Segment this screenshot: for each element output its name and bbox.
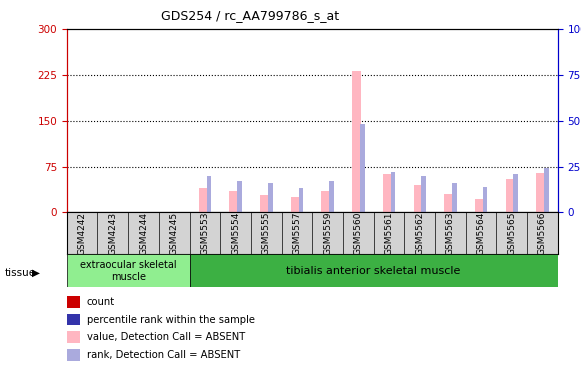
Text: count: count [87,297,114,307]
Text: GSM4243: GSM4243 [108,212,117,255]
Bar [421,176,426,212]
Text: GSM4244: GSM4244 [139,212,148,255]
Bar [544,168,548,212]
Bar [229,191,238,212]
Text: tissue: tissue [5,268,36,278]
Bar [329,181,334,212]
Text: GSM5562: GSM5562 [415,212,424,255]
Text: GSM5561: GSM5561 [385,212,393,255]
Bar [67,254,189,287]
Text: GSM4242: GSM4242 [78,212,87,255]
Bar [268,183,272,212]
Bar [360,124,365,212]
Text: rank, Detection Call = ABSENT: rank, Detection Call = ABSENT [87,350,240,360]
Text: extraocular skeletal
muscle: extraocular skeletal muscle [80,260,177,282]
Bar [414,185,422,212]
Bar [237,181,242,212]
Bar [505,179,514,212]
Text: GSM5559: GSM5559 [323,212,332,255]
Bar [383,175,392,212]
Text: GSM5553: GSM5553 [200,212,209,255]
Text: GSM5564: GSM5564 [476,212,486,255]
Bar [260,195,269,212]
Text: percentile rank within the sample: percentile rank within the sample [87,314,254,325]
Bar [475,199,483,212]
Bar [299,188,303,212]
Bar [207,176,211,212]
Bar [291,197,299,212]
Text: GSM5554: GSM5554 [231,212,240,255]
Text: GSM4245: GSM4245 [170,212,179,255]
Bar [452,183,457,212]
Text: GSM5563: GSM5563 [446,212,455,255]
Text: GSM5557: GSM5557 [292,212,302,255]
Text: GSM5566: GSM5566 [538,212,547,255]
Bar [189,254,558,287]
Text: GDS254 / rc_AA799786_s_at: GDS254 / rc_AA799786_s_at [161,9,339,22]
Text: tibialis anterior skeletal muscle: tibialis anterior skeletal muscle [286,266,461,276]
Text: value, Detection Call = ABSENT: value, Detection Call = ABSENT [87,332,245,342]
Text: GSM5565: GSM5565 [507,212,517,255]
Text: ▶: ▶ [32,268,40,278]
Bar [199,188,207,212]
Bar [390,172,395,212]
Bar [444,194,453,212]
Bar [536,173,545,212]
Bar [483,187,487,212]
Bar [321,191,330,212]
Text: GSM5555: GSM5555 [262,212,271,255]
Text: GSM5560: GSM5560 [354,212,363,255]
Bar [514,174,518,212]
Bar [352,71,361,212]
